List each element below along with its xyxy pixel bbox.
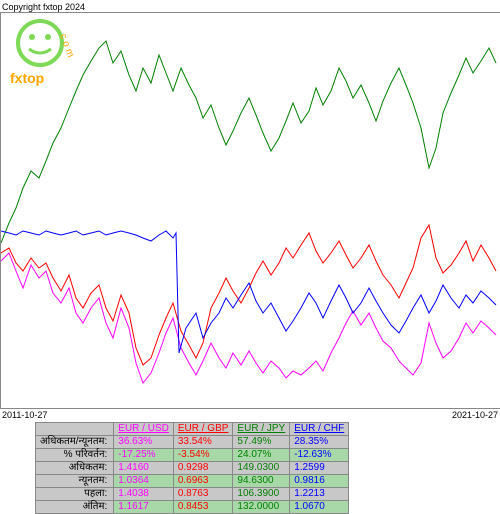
row-label: % परिवर्तन:	[36, 449, 114, 462]
table-cell: 1.4160	[114, 462, 174, 475]
table-cell: 149.0300	[233, 462, 290, 475]
series-eurjpy	[1, 41, 496, 243]
table-cell: 0.8453	[173, 501, 233, 514]
table-cell: 1.0670	[290, 501, 349, 514]
row-label: पहला:	[36, 488, 114, 501]
table-cell: 94.6300	[233, 475, 290, 488]
table-cell: 106.3900	[233, 488, 290, 501]
chart-area	[0, 12, 500, 409]
table-header-col-gbp[interactable]: EUR / GBP	[173, 423, 233, 436]
table-cell: -17.25%	[114, 449, 174, 462]
table-cell: 1.4038	[114, 488, 174, 501]
table-cell: 0.9298	[173, 462, 233, 475]
table-cell: 0.6963	[173, 475, 233, 488]
table-cell: 24.07%	[233, 449, 290, 462]
table-cell: 132.0000	[233, 501, 290, 514]
table-cell: 1.0364	[114, 475, 174, 488]
row-label: न्यूनतम:	[36, 475, 114, 488]
x-axis-end-date: 2021-10-27	[452, 410, 498, 420]
table-header-col-usd[interactable]: EUR / USD	[114, 423, 174, 436]
table-cell: 0.9816	[290, 475, 349, 488]
table-cell: -12.63%	[290, 449, 349, 462]
x-axis-start-date: 2011-10-27	[2, 410, 47, 420]
table-cell: 33.54%	[173, 436, 233, 449]
table-cell: 0.8763	[173, 488, 233, 501]
row-label: अधिकतम:	[36, 462, 114, 475]
table-cell: 28.35%	[290, 436, 349, 449]
statistics-table: EUR / USDEUR / GBPEUR / JPYEUR / CHF अधिक…	[35, 422, 349, 514]
line-chart	[1, 13, 500, 408]
row-label: अंतिम:	[36, 501, 114, 514]
table-cell: -3.54%	[173, 449, 233, 462]
table-cell: 1.1617	[114, 501, 174, 514]
table-cell: 57.49%	[233, 436, 290, 449]
table-header-col-jpy[interactable]: EUR / JPY	[233, 423, 290, 436]
series-eurgbp	[1, 225, 496, 365]
copyright-text: Copyright fxtop 2024	[2, 2, 85, 12]
table-cell: 36.63%	[114, 436, 174, 449]
row-label: अधिकतम/न्यूनतम:	[36, 436, 114, 449]
table-cell: 1.2213	[290, 488, 349, 501]
table-corner	[36, 423, 114, 436]
table-cell: 1.2599	[290, 462, 349, 475]
series-eurchf	[1, 231, 496, 353]
table-header-col-chf[interactable]: EUR / CHF	[290, 423, 349, 436]
series-eurusd	[1, 253, 496, 383]
